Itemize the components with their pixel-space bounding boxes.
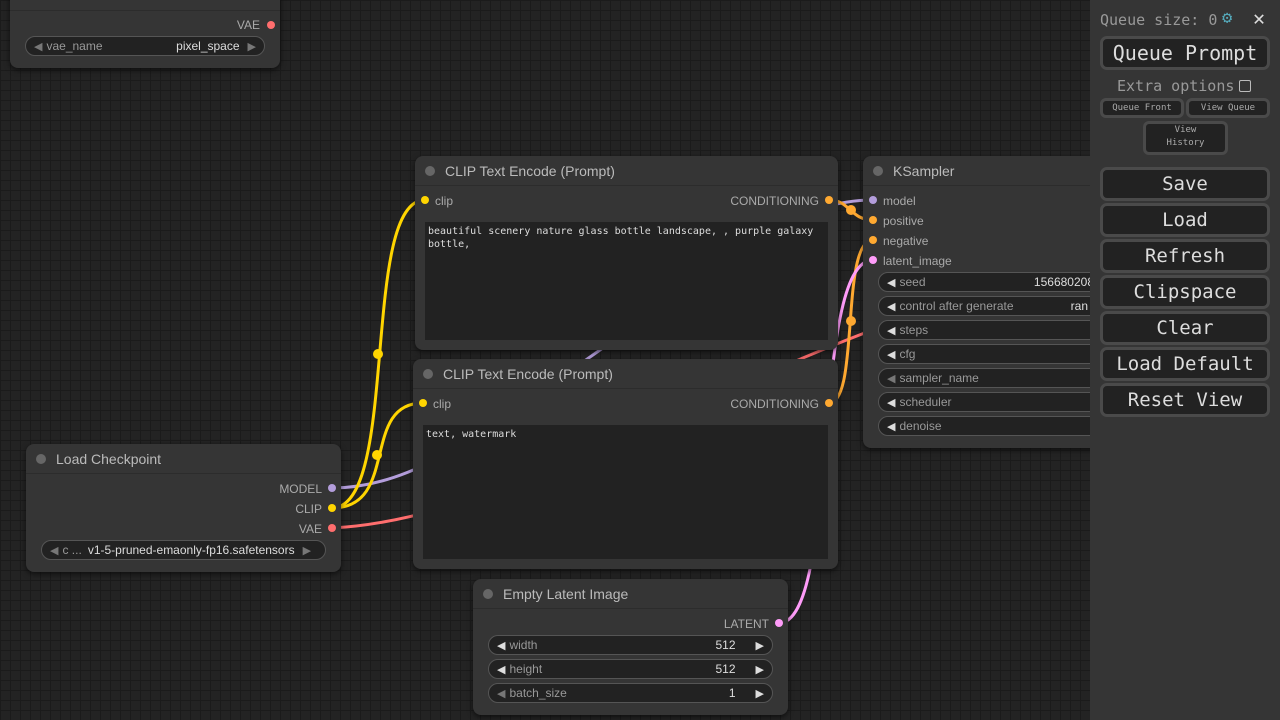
collapse-dot[interactable] xyxy=(873,166,883,176)
queue-front-button[interactable]: Queue Front xyxy=(1100,98,1184,118)
height-widget[interactable]: ◀ height 512 ▶ xyxy=(488,659,773,679)
widget-value: pixel_space xyxy=(176,39,240,53)
load-default-button[interactable]: Load Default xyxy=(1100,347,1270,381)
clip-input-label: clip xyxy=(435,194,454,208)
conditioning-output-label: CONDITIONING xyxy=(730,397,819,411)
widget-label: height xyxy=(509,662,543,676)
latent-output-dot[interactable] xyxy=(775,619,783,627)
model-input-label: model xyxy=(883,194,916,208)
clip-input-dot[interactable] xyxy=(419,399,427,407)
widget-label: scheduler xyxy=(899,395,952,409)
widget-label: batch_size xyxy=(509,686,567,700)
view-queue-button[interactable]: View Queue xyxy=(1186,98,1270,118)
ckpt-name-combo[interactable]: ◀ c ... v1-5-pruned-emaonly-fp16.safetenso… xyxy=(41,540,326,560)
prompt-textarea[interactable]: beautiful scenery nature glass bottle la… xyxy=(425,222,828,340)
settings-gear-icon[interactable]: ⚙ xyxy=(1222,8,1233,28)
widget-value: ran xyxy=(1070,299,1088,313)
vae-output-dot[interactable] xyxy=(267,21,275,29)
extra-options-label: Extra options xyxy=(1117,77,1235,95)
collapse-dot[interactable] xyxy=(425,166,435,176)
widget-label: control after generate xyxy=(899,299,1014,313)
node-title: CLIP Text Encode (Prompt) xyxy=(445,162,615,179)
negative-input-dot[interactable] xyxy=(869,236,877,244)
node-title: KSampler xyxy=(893,162,955,179)
clear-button[interactable]: Clear xyxy=(1100,311,1270,345)
clip-output-dot[interactable] xyxy=(328,504,336,512)
width-widget[interactable]: ◀ width 512 ▶ xyxy=(488,635,773,655)
vae-loader-node[interactable]: VAE ◀ vae_name pixel_space ▶ xyxy=(10,0,280,68)
conditioning-output-label: CONDITIONING xyxy=(730,194,819,208)
prompt-textarea[interactable]: text, watermark xyxy=(423,425,828,559)
queue-prompt-button[interactable]: Queue Prompt xyxy=(1100,36,1270,70)
node-title: Load Checkpoint xyxy=(56,450,162,467)
widget-value: 512 xyxy=(715,638,736,652)
collapse-dot[interactable] xyxy=(483,589,493,599)
view-history-button[interactable]: View History xyxy=(1143,121,1228,155)
vae-name-combo[interactable]: ◀ vae_name pixel_space ▶ xyxy=(25,36,265,56)
refresh-button[interactable]: Refresh xyxy=(1100,239,1270,273)
widget-label: width xyxy=(509,638,538,652)
widget-label: c ... xyxy=(62,543,82,557)
node-title: Empty Latent Image xyxy=(503,585,629,602)
clip-text-encode-negative-node[interactable]: CLIP Text Encode (Prompt) clip CONDITION… xyxy=(413,359,838,569)
latent-output-label: LATENT xyxy=(723,617,769,631)
widget-label: vae_name xyxy=(46,39,103,53)
widget-label: steps xyxy=(899,323,929,337)
widget-label: denoise xyxy=(899,419,942,433)
load-checkpoint-node[interactable]: Load Checkpoint MODEL CLIP VAE ◀ c ... v1-… xyxy=(26,444,341,572)
conditioning-output-dot[interactable] xyxy=(825,196,833,204)
widget-value: v1-5-pruned-emaonly-fp16.safetensors xyxy=(87,543,295,557)
clip-output-label: CLIP xyxy=(295,502,322,516)
widget-label: seed xyxy=(899,275,926,289)
collapse-dot[interactable] xyxy=(36,454,46,464)
positive-input-dot[interactable] xyxy=(869,216,877,224)
negative-input-label: negative xyxy=(883,234,929,248)
load-button[interactable]: Load xyxy=(1100,203,1270,237)
widget-label: cfg xyxy=(899,347,916,361)
conditioning-output-dot[interactable] xyxy=(825,399,833,407)
vae-output-label: VAE xyxy=(236,18,260,32)
reset-view-button[interactable]: Reset View xyxy=(1100,383,1270,417)
batch-size-widget[interactable]: ◀ batch_size 1 ▶ xyxy=(488,683,773,703)
node-title: CLIP Text Encode (Prompt) xyxy=(443,365,613,382)
clip-input-dot[interactable] xyxy=(421,196,429,204)
empty-latent-image-node[interactable]: Empty Latent Image LATENT ◀ width 512 ▶ ◀ he… xyxy=(473,579,788,715)
vae-output-label: VAE xyxy=(298,522,322,536)
widget-value: 512 xyxy=(715,662,736,676)
collapse-dot[interactable] xyxy=(423,369,433,379)
vae-output-dot[interactable] xyxy=(328,524,336,532)
widget-value: 156680208 xyxy=(1033,275,1094,289)
positive-input-label: positive xyxy=(883,214,924,228)
close-icon[interactable]: ✕ xyxy=(1253,6,1266,30)
save-button[interactable]: Save xyxy=(1100,167,1270,201)
queue-panel: Queue size: 0 ⚙ ✕ Queue Prompt Extra opt… xyxy=(1090,0,1280,720)
queue-size-label: Queue size: 0 xyxy=(1100,11,1218,29)
widget-label: sampler_name xyxy=(899,371,979,385)
extra-options-checkbox[interactable] xyxy=(1239,80,1251,92)
model-output-dot[interactable] xyxy=(328,484,336,492)
clipspace-button[interactable]: Clipspace xyxy=(1100,275,1270,309)
widget-value: 1 xyxy=(728,686,736,700)
model-output-label: MODEL xyxy=(279,482,322,496)
clip-input-label: clip xyxy=(433,397,452,411)
latent-image-input-label: latent_image xyxy=(883,254,952,268)
latent-input-dot[interactable] xyxy=(869,256,877,264)
clip-text-encode-positive-node[interactable]: CLIP Text Encode (Prompt) clip CONDITION… xyxy=(415,156,838,350)
model-input-dot[interactable] xyxy=(869,196,877,204)
